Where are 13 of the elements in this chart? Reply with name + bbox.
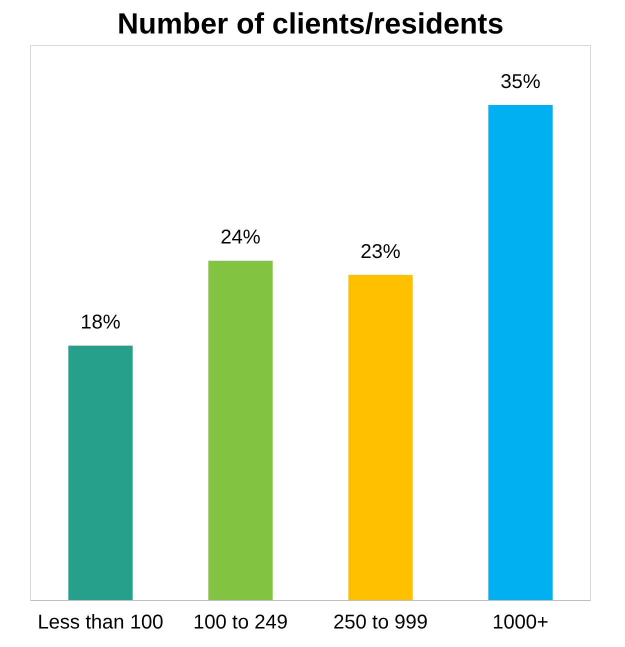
x-tick-label: 100 to 249: [193, 612, 288, 634]
x-tick-label: 250 to 999: [333, 612, 428, 634]
x-tick-label: 1000+: [492, 612, 549, 634]
bar: [68, 346, 133, 600]
x-tick-label: Less than 100: [38, 612, 164, 634]
data-label: 24%: [220, 226, 261, 249]
bar: [488, 104, 553, 600]
data-label: 18%: [80, 312, 121, 334]
bar: [348, 274, 413, 600]
data-label: 23%: [360, 240, 401, 263]
data-label: 35%: [500, 70, 541, 93]
bar: [208, 260, 273, 600]
chart-title: Number of clients/residents: [117, 8, 504, 40]
